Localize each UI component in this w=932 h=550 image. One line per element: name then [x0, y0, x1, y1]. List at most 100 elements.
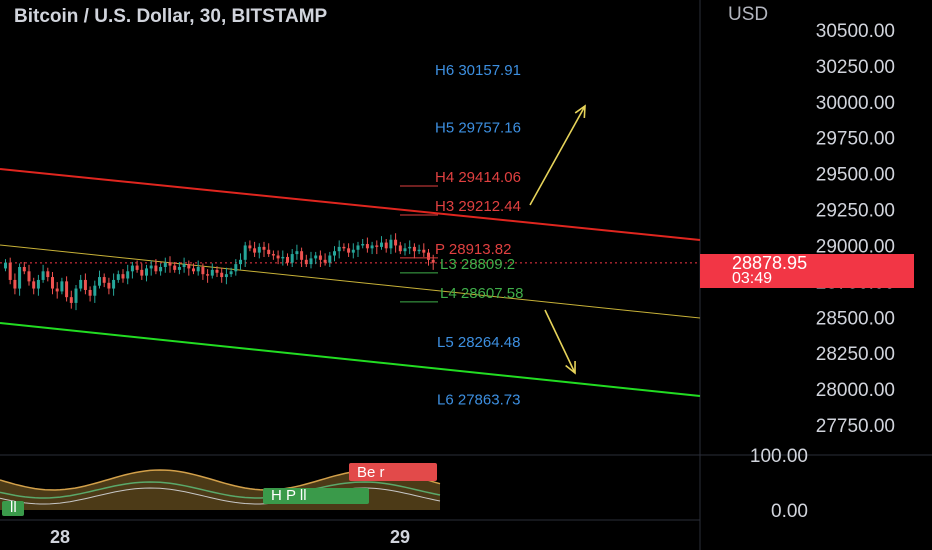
indicator-tick-label: 0.00: [771, 501, 808, 522]
candle-body: [74, 288, 78, 303]
candle-body: [267, 249, 271, 255]
candle-body: [300, 251, 304, 260]
candle-body: [112, 279, 116, 289]
candle-body: [394, 239, 398, 246]
candle: [83, 273, 87, 295]
candle-body: [60, 281, 64, 292]
candle: [408, 240, 412, 255]
candle: [375, 240, 379, 255]
candle: [333, 246, 336, 262]
candle-body: [356, 245, 360, 250]
indicator-label-bg: [263, 488, 369, 504]
candle-body: [271, 254, 275, 256]
candle: [112, 273, 116, 296]
candle: [271, 250, 275, 260]
y-tick-label: 29250.00: [816, 201, 895, 222]
candle: [36, 274, 40, 296]
indicator-label-text: Be r: [357, 464, 385, 481]
candle: [116, 270, 120, 283]
candle-body: [154, 265, 158, 272]
candle: [403, 243, 407, 256]
indicator-label: H P ll: [263, 487, 369, 504]
candle: [347, 243, 351, 257]
candle-body: [192, 268, 195, 272]
y-tick-label: 30000.00: [816, 93, 895, 114]
candle: [323, 253, 327, 266]
candle: [304, 254, 308, 267]
indicator-label: Be r: [349, 463, 437, 481]
candle: [121, 269, 125, 283]
candle-body: [65, 281, 69, 298]
candle: [163, 257, 167, 273]
candle: [356, 241, 360, 257]
candle: [159, 263, 163, 276]
candle: [220, 267, 224, 283]
y-tick-label: 30250.00: [816, 57, 895, 78]
y-tick-label: 28000.00: [816, 380, 895, 401]
pivot-label: P 28913.82: [435, 241, 511, 258]
candle-body: [22, 267, 26, 272]
candle: [224, 267, 228, 285]
candle: [192, 263, 195, 275]
candle-body: [83, 279, 87, 290]
candle: [234, 259, 238, 276]
candle-body: [18, 267, 22, 289]
candle: [361, 238, 365, 249]
candle: [4, 259, 7, 272]
pivot-label: L3 28809.2: [440, 256, 515, 273]
candle-body: [187, 264, 191, 269]
arrow-head: [565, 360, 576, 375]
candle-body: [361, 244, 365, 246]
indicator-label-bg: [2, 501, 24, 516]
candle: [422, 243, 426, 257]
candle-body: [243, 245, 247, 260]
indicator-label: ll: [2, 499, 24, 516]
candle: [398, 241, 402, 255]
candle: [351, 243, 355, 259]
candle-body: [215, 269, 219, 273]
candle: [187, 260, 191, 276]
candle: [314, 251, 318, 265]
candle: [98, 270, 101, 289]
candle: [182, 257, 186, 273]
candle: [394, 233, 398, 253]
candle: [65, 276, 69, 302]
candle: [27, 264, 31, 286]
candle-body: [46, 271, 50, 278]
pivot-label: L6 27863.73: [437, 392, 520, 409]
candle-body: [163, 262, 167, 267]
candle: [206, 269, 210, 283]
candle-body: [145, 268, 148, 276]
y-tick-label: 30500.00: [816, 21, 895, 42]
candle-body: [337, 246, 341, 252]
x-tick-label: 28: [50, 527, 70, 547]
candle: [370, 241, 374, 255]
pivot-label: H4 29414.06: [435, 169, 521, 186]
candle: [389, 234, 393, 255]
candle-body: [168, 262, 172, 266]
candle: [130, 261, 134, 279]
candle: [262, 241, 266, 257]
candle: [60, 277, 64, 295]
mid-channel-line: [0, 244, 701, 319]
candle-body: [309, 258, 313, 265]
candle: [210, 263, 214, 279]
candle: [74, 284, 78, 311]
y-tick-label: 29000.00: [816, 236, 895, 257]
candle-body: [51, 277, 54, 289]
candle-body: [173, 265, 177, 270]
currency-label[interactable]: USD: [728, 4, 769, 25]
candle-body: [121, 274, 125, 279]
candle-body: [412, 246, 416, 252]
candle-body: [182, 264, 186, 267]
candle-body: [220, 272, 224, 278]
candle: [135, 260, 139, 273]
candle: [18, 263, 22, 296]
candle-body: [88, 289, 92, 296]
candle: [8, 257, 12, 285]
arrow-shaft: [544, 309, 576, 374]
candle-body: [36, 279, 40, 289]
pivot-label: H3 29212.44: [435, 198, 521, 215]
y-tick-label: 28500.00: [816, 308, 895, 329]
